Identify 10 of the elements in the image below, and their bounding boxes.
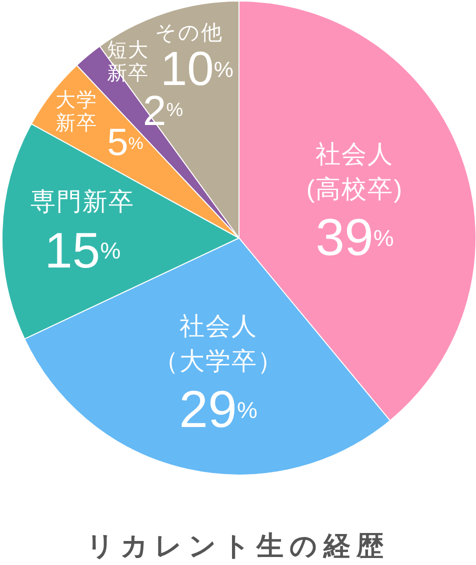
data-label: 5% [107, 122, 144, 164]
text: リカレント生の経歴 [86, 531, 390, 561]
data-label: 15% [44, 222, 121, 279]
data-label: 29% [179, 381, 258, 440]
slice-label: 社会人(高校卒) [306, 140, 404, 204]
data-label: 39% [316, 209, 394, 268]
slice-label: 社会人（大学卒） [153, 312, 284, 376]
slice-label: 大学新卒 [55, 89, 98, 134]
slice-label: 専門新卒 [30, 188, 135, 216]
slice-label: その他 [155, 22, 224, 45]
